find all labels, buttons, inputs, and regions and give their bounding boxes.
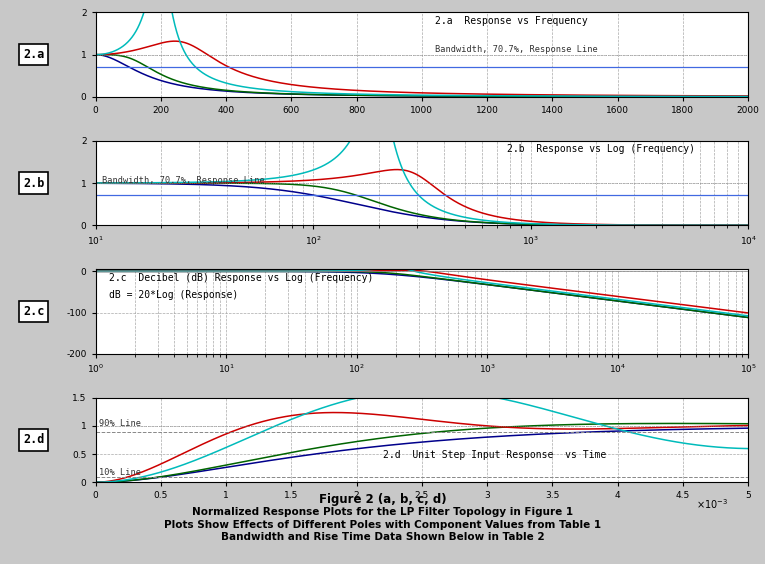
Text: Normalized Response Plots for the LP Filter Topology in Figure 1: Normalized Response Plots for the LP Fil… xyxy=(192,508,573,518)
Text: 2.b  Response vs Log (Frequency): 2.b Response vs Log (Frequency) xyxy=(506,144,695,154)
Text: 2.d: 2.d xyxy=(23,434,44,447)
Text: 2.d  Unit Step Input Response  vs Time: 2.d Unit Step Input Response vs Time xyxy=(382,450,606,460)
Text: dB = 20*Log (Response): dB = 20*Log (Response) xyxy=(109,289,238,299)
Text: $\times10^{-3}$: $\times10^{-3}$ xyxy=(696,497,728,511)
Text: 2.a: 2.a xyxy=(23,48,44,61)
Text: 2.c: 2.c xyxy=(23,305,44,318)
Text: 10% Line: 10% Line xyxy=(99,468,141,477)
Text: 90% Line: 90% Line xyxy=(99,419,141,428)
Text: 2.c  Decibel (dB) Response vs Log (Frequency): 2.c Decibel (dB) Response vs Log (Freque… xyxy=(109,272,373,283)
Text: Bandwidth, 70.7%, Response Line: Bandwidth, 70.7%, Response Line xyxy=(103,177,265,186)
Text: Figure 2 (a, b, c, d): Figure 2 (a, b, c, d) xyxy=(319,493,446,506)
Text: 2.b: 2.b xyxy=(23,177,44,190)
Text: Bandwidth, 70.7%, Response Line: Bandwidth, 70.7%, Response Line xyxy=(435,45,597,54)
Text: 2.a  Response vs Frequency: 2.a Response vs Frequency xyxy=(435,16,588,26)
Text: Plots Show Effects of Different Poles with Component Values from Table 1: Plots Show Effects of Different Poles wi… xyxy=(164,520,601,530)
Text: Bandwidth and Rise Time Data Shown Below in Table 2: Bandwidth and Rise Time Data Shown Below… xyxy=(220,532,545,543)
